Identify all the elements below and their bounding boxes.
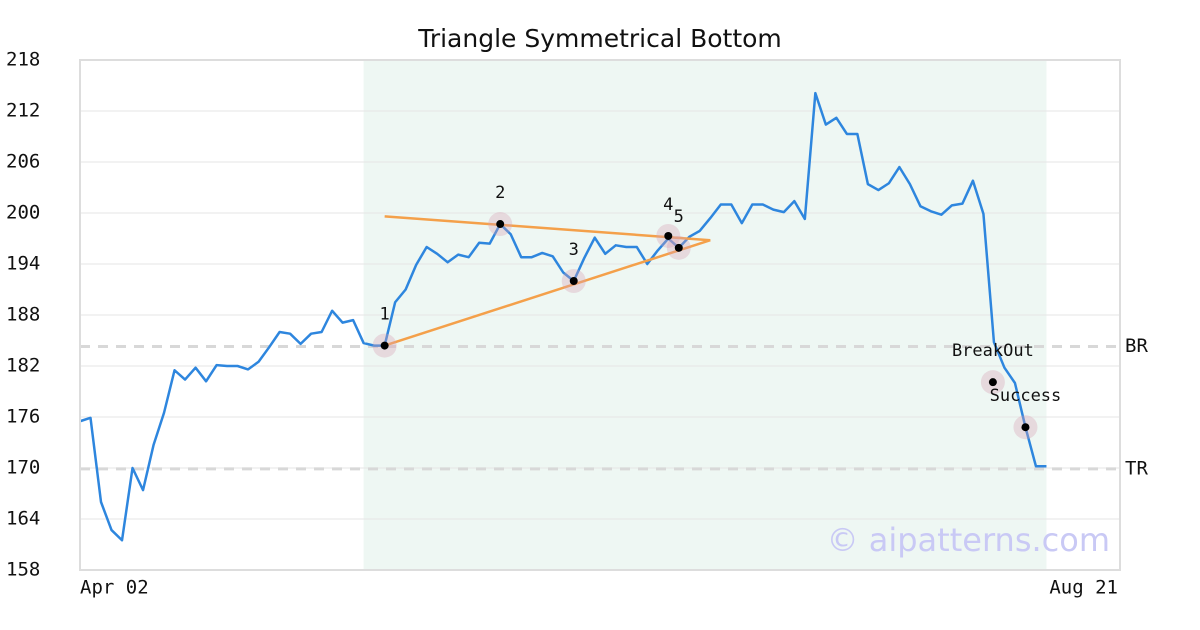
pattern-point-label: 3 [569, 240, 579, 260]
pattern-point [664, 231, 673, 240]
chart-title: Triangle Symmetrical Bottom [417, 24, 782, 53]
trend-line [384, 239, 711, 347]
y-tick-label: 218 [6, 49, 40, 71]
y-tick-label: 170 [6, 457, 40, 479]
trend-line [384, 215, 711, 242]
x-tick-label: Apr 02 [80, 577, 149, 599]
pattern-point [988, 378, 997, 387]
pattern-point [674, 243, 683, 252]
y-tick-label: 212 [6, 100, 40, 122]
x-tick-label: Aug 21 [1049, 577, 1118, 599]
y-tick-label: 188 [6, 304, 40, 326]
level-label: TR [1125, 457, 1148, 479]
pattern-point [1021, 423, 1030, 432]
y-tick-label: 182 [6, 355, 40, 377]
level-label: BR [1125, 335, 1148, 357]
y-tick-label: 200 [6, 202, 40, 224]
y-tick-label: 164 [6, 508, 40, 530]
y-tick-label: 176 [6, 406, 40, 428]
pattern-point-label: 1 [380, 305, 390, 325]
watermark: © aipatterns.com [827, 521, 1110, 559]
y-tick-label: 194 [6, 253, 40, 275]
y-tick-label: 206 [6, 151, 40, 173]
pattern-point-label: 5 [674, 207, 684, 227]
pattern-point-label: 4 [663, 195, 673, 215]
plot-frame [79, 59, 1121, 571]
pattern-point [380, 341, 389, 350]
pattern-point-label: Success [990, 386, 1062, 406]
pattern-point [496, 220, 505, 229]
y-tick-label: 158 [6, 559, 40, 581]
pattern-point-label: 2 [495, 183, 505, 203]
pattern-point-label: BreakOut [952, 341, 1034, 361]
price-line [79, 91, 1047, 542]
pattern-point [569, 277, 578, 285]
